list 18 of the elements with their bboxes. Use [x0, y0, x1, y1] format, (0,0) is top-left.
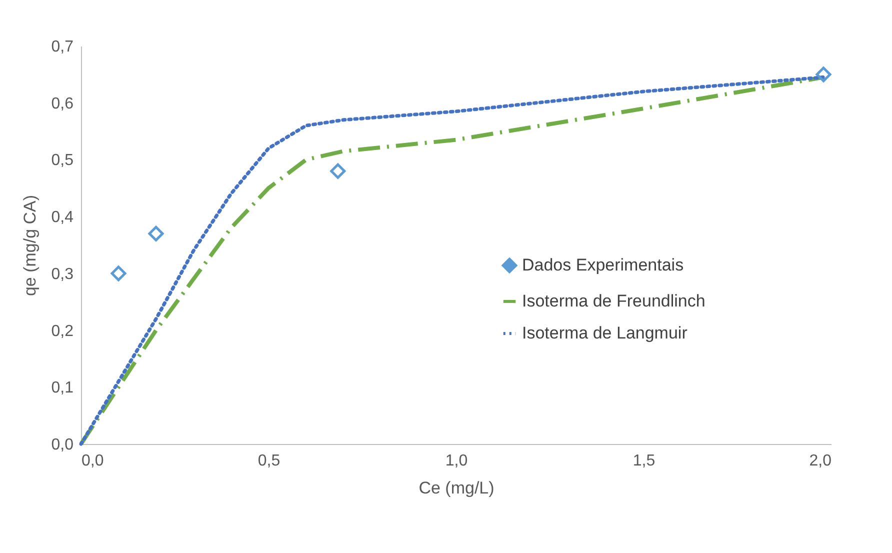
y-tick-label: 0,7: [51, 38, 74, 56]
y-tick-label: 0,2: [51, 322, 74, 340]
y-tick-label: 0,4: [51, 209, 74, 226]
x-tick-label: 2,0: [809, 452, 832, 470]
y-tick-label: 0,0: [51, 436, 74, 454]
legend-label: Isoterma de Freundlinch: [522, 291, 706, 310]
x-axis-title: Ce (mg/L): [418, 478, 494, 498]
y-axis-title: qe (mg/g CA): [20, 194, 40, 296]
x-tick-label: 0,0: [82, 452, 104, 470]
y-tick-label: 0,5: [51, 152, 74, 170]
y-tick-label: 0,6: [51, 95, 74, 112]
legend-label: Isoterma de Langmuir: [522, 323, 688, 342]
legend-label: Dados Experimentais: [522, 255, 684, 274]
x-tick-label: 0,5: [258, 452, 280, 470]
y-tick-label: 0,1: [51, 380, 74, 397]
y-tick-label: 0,3: [51, 266, 74, 283]
x-tick-label: 1,5: [632, 452, 656, 470]
x-tick-label: 1,0: [445, 452, 468, 470]
